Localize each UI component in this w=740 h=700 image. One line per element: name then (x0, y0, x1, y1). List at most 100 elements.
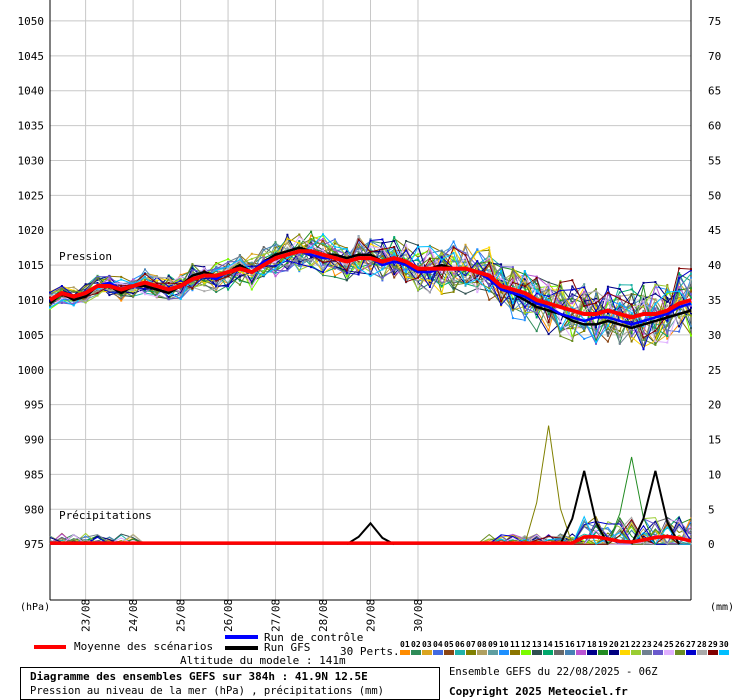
member-point (393, 269, 396, 272)
mean-precip-line (50, 534, 692, 545)
member-point (547, 313, 550, 316)
member-point (322, 233, 324, 236)
member-point (60, 289, 63, 292)
member-point (333, 251, 336, 254)
member-point (49, 294, 51, 297)
member-point (583, 337, 586, 340)
member-point (630, 311, 633, 314)
member-point (523, 286, 526, 289)
member-point (595, 299, 597, 302)
member-point (666, 337, 669, 340)
member-point (381, 268, 384, 271)
member-point (666, 292, 669, 295)
member-point (357, 240, 360, 243)
member-point (595, 288, 597, 291)
member-legend-swatch (565, 650, 575, 655)
member-point (678, 300, 681, 303)
member-point (666, 284, 669, 287)
member-point (120, 283, 123, 286)
member-point (322, 274, 324, 277)
member-point (690, 287, 692, 290)
member-point (428, 245, 431, 248)
member-point (500, 297, 503, 300)
member-point (523, 305, 526, 308)
member-point (523, 302, 526, 305)
member-point (511, 317, 514, 320)
member-point (642, 297, 645, 300)
member-point (298, 270, 301, 273)
member-point (606, 302, 609, 305)
member-point (547, 329, 550, 332)
member-point (642, 338, 645, 341)
member-point (595, 308, 597, 311)
member-legend-swatch (422, 650, 432, 655)
member-point (286, 237, 289, 240)
member-point (500, 303, 503, 306)
member-point (250, 280, 253, 283)
member-point (559, 302, 562, 304)
member-legend-label: 30 (719, 640, 729, 649)
member-point (310, 255, 313, 258)
member-point (322, 272, 324, 275)
member-point (535, 316, 538, 319)
grid (50, 0, 691, 600)
member-point (440, 285, 443, 287)
member-point (167, 279, 170, 282)
member-point (642, 325, 645, 328)
member-point (381, 279, 384, 282)
member-point (606, 327, 609, 330)
member-point (464, 245, 467, 248)
member-point (108, 279, 111, 282)
precip-peak (630, 470, 680, 545)
member-point (523, 319, 526, 322)
member-point (227, 267, 230, 270)
member-point (179, 278, 182, 280)
precip-peak (607, 456, 656, 545)
member-legend-swatch (433, 650, 443, 655)
member-point (132, 280, 135, 283)
member-point (571, 279, 574, 282)
member-point (523, 311, 526, 314)
member-point (618, 309, 621, 311)
member-point (250, 257, 253, 260)
member-point (215, 285, 218, 288)
member-point (381, 242, 384, 244)
member-point (179, 292, 182, 295)
member-point (642, 281, 645, 284)
member-point (250, 265, 253, 268)
member-point (227, 283, 230, 286)
date-tick-label: 23/08 (80, 599, 93, 632)
member-point (262, 253, 265, 256)
member-point (393, 271, 396, 273)
member-point (452, 286, 455, 289)
member-legend-swatch (708, 650, 718, 655)
member-point (179, 275, 182, 278)
member-point (571, 337, 574, 340)
member-point (559, 328, 562, 331)
member-point (155, 291, 158, 294)
member-point (535, 282, 538, 285)
member-point (547, 324, 550, 327)
member-point (369, 261, 372, 264)
member-point (49, 308, 51, 311)
member-point (642, 306, 645, 309)
member-point (606, 287, 609, 290)
member-point (654, 342, 657, 344)
pressure-axis: 975 980 985 990 995 1000 1005 1010 1015 1020 1025 1… (18, 15, 45, 551)
member-legend-label: 12 (521, 640, 531, 649)
member-point (298, 260, 301, 263)
member-point (678, 330, 681, 333)
member-point (357, 273, 360, 276)
member-point (405, 276, 408, 278)
member-point (108, 294, 111, 297)
member-point (405, 253, 408, 256)
member-point (690, 301, 692, 304)
member-point (132, 278, 135, 281)
member-point (369, 248, 372, 251)
member-point (595, 302, 597, 304)
member-point (523, 285, 526, 288)
member-legend-label: 03 (422, 640, 432, 649)
member-point (511, 298, 514, 301)
member-point (60, 297, 63, 300)
member-legend-label: 21 (620, 640, 630, 649)
